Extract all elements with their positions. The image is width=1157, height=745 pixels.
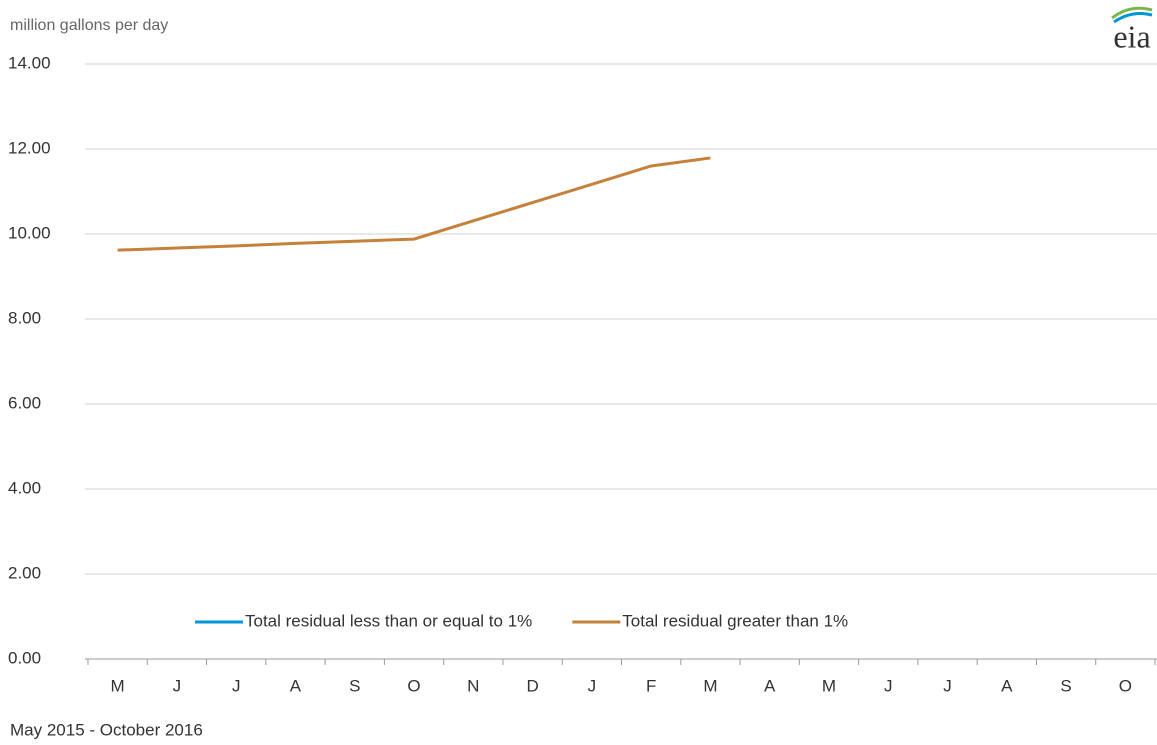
x-tick-label: A xyxy=(290,676,302,695)
x-tick-label: S xyxy=(1060,676,1071,695)
x-tick-label: A xyxy=(1001,676,1013,695)
x-tick-label: M xyxy=(111,676,125,695)
series-line xyxy=(117,156,711,252)
y-axis-label: million gallons per day xyxy=(10,17,168,34)
legend-label: Total residual less than or equal to 1% xyxy=(245,611,532,630)
x-tick-label: J xyxy=(173,676,182,695)
x-tick-label: N xyxy=(467,676,479,695)
x-tick-label: O xyxy=(407,676,420,695)
x-tick-label: F xyxy=(646,676,656,695)
x-tick-label: J xyxy=(884,676,893,695)
x-tick-label: S xyxy=(349,676,360,695)
x-tick-label: J xyxy=(232,676,241,695)
legend-label: Total residual greater than 1% xyxy=(622,611,848,630)
x-tick-label: J xyxy=(943,676,952,695)
y-tick-label: 14.00 xyxy=(8,53,51,72)
y-tick-label: 8.00 xyxy=(8,308,41,327)
y-tick-label: 12.00 xyxy=(8,138,51,157)
y-tick-label: 0.00 xyxy=(8,648,41,667)
x-tick-label: D xyxy=(526,676,538,695)
y-tick-label: 6.00 xyxy=(8,393,41,412)
x-tick-label: M xyxy=(703,676,717,695)
logo-text: eia xyxy=(1113,18,1150,54)
x-tick-label: O xyxy=(1119,676,1132,695)
y-tick-label: 10.00 xyxy=(8,223,51,242)
x-axis-label: May 2015 - October 2016 xyxy=(10,720,203,739)
logo: eia xyxy=(1111,6,1153,54)
logo-arc xyxy=(1113,12,1153,24)
x-tick-label: J xyxy=(588,676,597,695)
y-tick-label: 2.00 xyxy=(8,563,41,582)
x-tick-label: A xyxy=(764,676,776,695)
y-tick-label: 4.00 xyxy=(8,478,41,497)
x-tick-label: M xyxy=(822,676,836,695)
logo-arc xyxy=(1111,6,1153,20)
